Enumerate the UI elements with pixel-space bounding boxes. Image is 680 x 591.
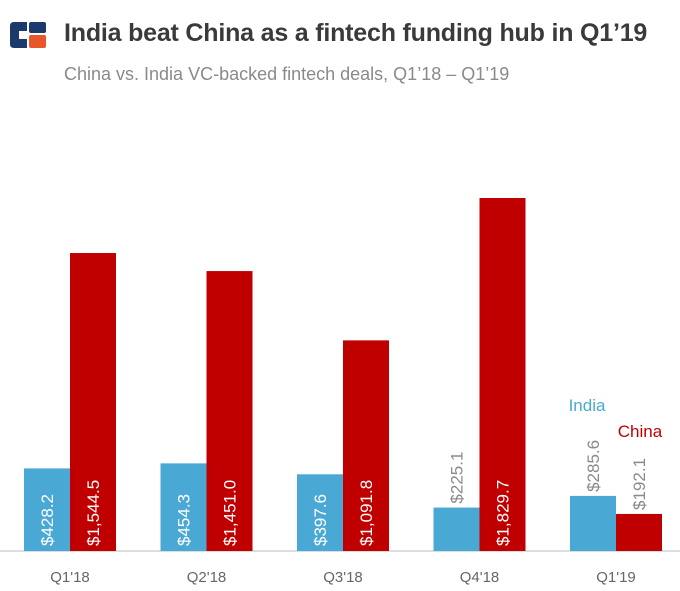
bar-india-1 [160, 463, 207, 551]
chart-subtitle: China vs. India VC-backed fintech deals,… [64, 64, 510, 84]
x-tick-label-2: Q3'18 [323, 569, 363, 586]
data-label-china-2: $1,091.8 [357, 480, 376, 546]
data-label-india-0: $428.2 [38, 494, 57, 546]
bar-china-4 [616, 513, 662, 551]
data-label-china-0: $1,544.5 [84, 480, 103, 546]
data-label-india-2: $397.6 [311, 494, 330, 546]
chart-title: India beat China as a fintech funding hu… [64, 19, 648, 47]
bar-india-4 [570, 495, 616, 551]
bar-china-1 [206, 271, 253, 551]
x-tick-label-1: Q2'18 [187, 569, 227, 586]
data-label-china-3: $1,829.7 [494, 480, 513, 546]
data-label-china-4: $192.1 [630, 458, 649, 510]
bar-india-0 [24, 468, 70, 551]
bar-china-2 [343, 340, 389, 551]
x-tick-label-3: Q4'18 [460, 569, 500, 586]
bar-india-3 [433, 507, 480, 551]
chart-header: India beat China as a fintech funding hu… [0, 0, 680, 100]
bar-india-2 [297, 474, 343, 551]
legend-label-china: China [618, 422, 663, 441]
bar-china-3 [479, 198, 526, 551]
data-label-india-4: $285.6 [584, 440, 603, 492]
data-label-india-3: $225.1 [448, 452, 467, 504]
x-tick-label-4: Q1'19 [596, 569, 636, 586]
x-tick-label-0: Q1'18 [50, 569, 90, 586]
data-label-china-1: $1,451.0 [221, 480, 240, 546]
cb-insights-logo-icon [10, 22, 46, 48]
legend-label-india: India [569, 396, 606, 415]
data-label-india-1: $454.3 [175, 494, 194, 546]
bar-china-0 [70, 253, 116, 551]
